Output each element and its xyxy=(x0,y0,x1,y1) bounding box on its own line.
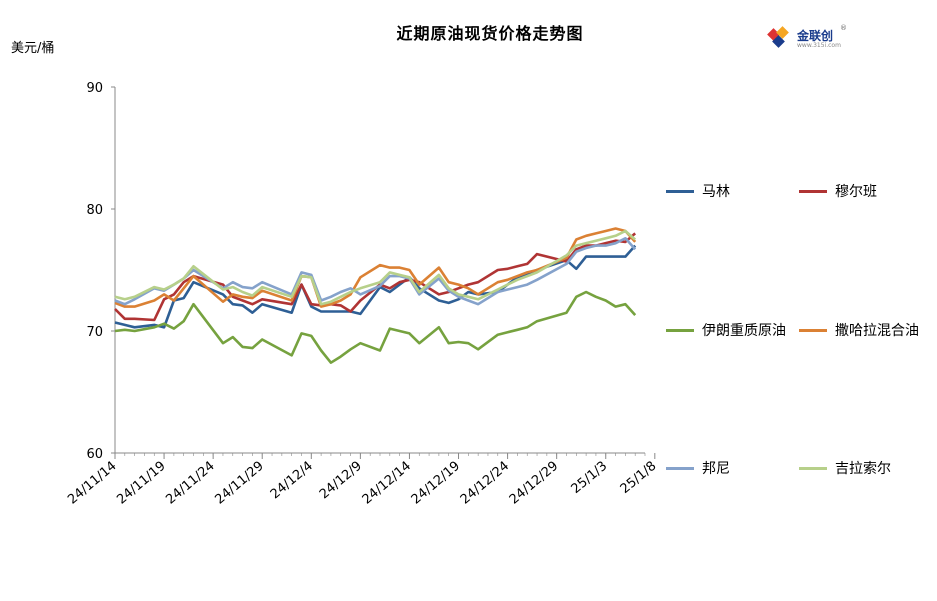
x-tick-label: 25/1/8 xyxy=(618,459,660,497)
x-tick-label: 24/11/29 xyxy=(212,459,266,508)
series-line-4 xyxy=(114,237,637,306)
legend-swatch xyxy=(666,328,694,332)
legend-item-5: 吉拉索尔 xyxy=(799,458,891,478)
x-tick-label: 24/11/19 xyxy=(114,459,168,508)
logo-name: 金联创 xyxy=(797,29,834,43)
x-tick-label: 24/11/14 xyxy=(65,459,119,508)
chart-title: 近期原油现货价格走势图 xyxy=(396,24,584,43)
legend-swatch xyxy=(666,466,694,470)
y-tick-label: 70 xyxy=(86,325,103,340)
series-line-3 xyxy=(114,227,637,308)
legend-item-4: 邦尼 xyxy=(666,458,730,478)
legend-label: 伊朗重质原油 xyxy=(702,323,786,339)
x-tick-label: 25/1/3 xyxy=(569,459,611,497)
y-tick-label: 80 xyxy=(86,203,103,218)
legend-swatch xyxy=(799,328,827,332)
legend-swatch xyxy=(666,189,694,193)
brand-logo: 金联创 www.315i.com ® xyxy=(767,24,857,52)
x-tick-label: 24/12/9 xyxy=(317,459,365,503)
y-tick-label: 90 xyxy=(86,81,103,96)
legend-label: 穆尔班 xyxy=(835,184,877,200)
legend-label: 吉拉索尔 xyxy=(835,461,891,477)
legend-label: 马林 xyxy=(702,184,730,200)
legend-swatch xyxy=(799,466,827,470)
legend-label: 邦尼 xyxy=(702,461,730,477)
legend-item-3: 撒哈拉混合油 xyxy=(799,320,919,340)
y-tick-label: 60 xyxy=(86,447,103,462)
logo-mark-icon xyxy=(767,26,789,48)
logo-url: www.315i.com xyxy=(797,42,841,49)
y-axis-unit: 美元/桶 xyxy=(11,41,55,56)
legend-item-2: 伊朗重质原油 xyxy=(666,320,786,340)
series-line-0 xyxy=(114,244,637,329)
legend-item-0: 马林 xyxy=(666,181,730,201)
x-tick-label: 24/12/24 xyxy=(458,459,512,508)
x-tick-label: 24/12/19 xyxy=(409,459,463,508)
legend-swatch xyxy=(799,189,827,193)
legend-item-1: 穆尔班 xyxy=(799,181,877,201)
x-tick-label: 24/12/14 xyxy=(360,459,414,508)
x-tick-label: 24/12/4 xyxy=(268,459,316,503)
series-line-5 xyxy=(114,229,637,306)
x-tick-label: 24/11/24 xyxy=(163,459,217,508)
logo-registered: ® xyxy=(840,24,847,32)
chart-series xyxy=(114,227,637,365)
series-line-2 xyxy=(114,290,637,365)
legend-label: 撒哈拉混合油 xyxy=(835,323,919,339)
x-tick-label: 24/12/29 xyxy=(507,459,561,508)
